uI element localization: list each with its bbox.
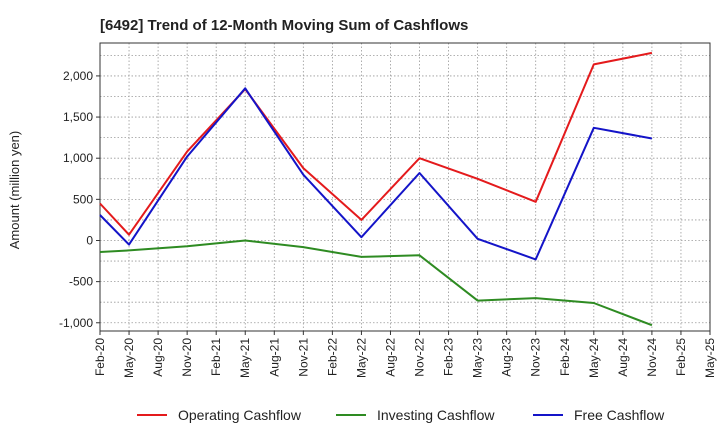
series-line-free-cashflow: [99, 87, 653, 261]
y-tick-label: -500: [69, 275, 93, 289]
plot-border: [99, 42, 711, 332]
x-tick-label: May-24: [587, 338, 601, 378]
x-tick-label: Aug-22: [383, 338, 397, 377]
y-tick-label: 500: [73, 192, 93, 206]
legend-label: Free Cashflow: [574, 407, 665, 423]
series-line-operating-cashflow: [99, 51, 653, 236]
x-tick-label: Aug-24: [616, 338, 630, 377]
x-tick-label: Nov-21: [296, 338, 310, 377]
legend-label: Investing Cashflow: [377, 407, 495, 423]
x-tick-label: May-25: [703, 338, 717, 378]
x-tick-label: Aug-23: [500, 338, 514, 377]
x-tick-label: Aug-20: [151, 338, 165, 377]
y-tick-label: 1,000: [63, 151, 93, 165]
y-tick-label: -1,000: [59, 316, 93, 330]
y-tick-label: 0: [86, 233, 93, 247]
series-line-investing-cashflow: [99, 239, 653, 327]
y-tick-label: 2,000: [63, 69, 93, 83]
plot-area: -1,000 -500 0 500 1,000 1,500 2,000 Feb-20 May-2…: [59, 42, 717, 378]
x-tick-label: Nov-24: [645, 338, 659, 377]
x-tick-label: May-23: [471, 338, 485, 378]
x-tick-label: Nov-20: [180, 338, 194, 377]
x-tick-label: May-20: [122, 338, 136, 378]
x-tick-label: Feb-20: [93, 338, 107, 376]
x-tick-label: Nov-22: [413, 338, 427, 377]
x-tick-label: Aug-21: [267, 338, 281, 377]
x-tick-label: Feb-23: [442, 338, 456, 376]
y-tick-label: 1,500: [63, 110, 93, 124]
x-tick-label: Feb-25: [674, 338, 688, 376]
y-axis-label: Amount (million yen): [7, 131, 22, 250]
legend: Operating Cashflow Investing Cashflow Free…: [137, 407, 665, 423]
x-tick-label: May-22: [354, 338, 368, 378]
legend-label: Operating Cashflow: [178, 407, 302, 423]
x-tick-label: Nov-23: [529, 338, 543, 377]
x-tick-label: Feb-22: [325, 338, 339, 376]
x-tick-label: Feb-21: [209, 338, 223, 376]
chart-title: [6492] Trend of 12-Month Moving Sum of C…: [100, 17, 468, 34]
x-tick-label: Feb-24: [558, 338, 572, 376]
x-tick-label: May-21: [238, 338, 252, 378]
